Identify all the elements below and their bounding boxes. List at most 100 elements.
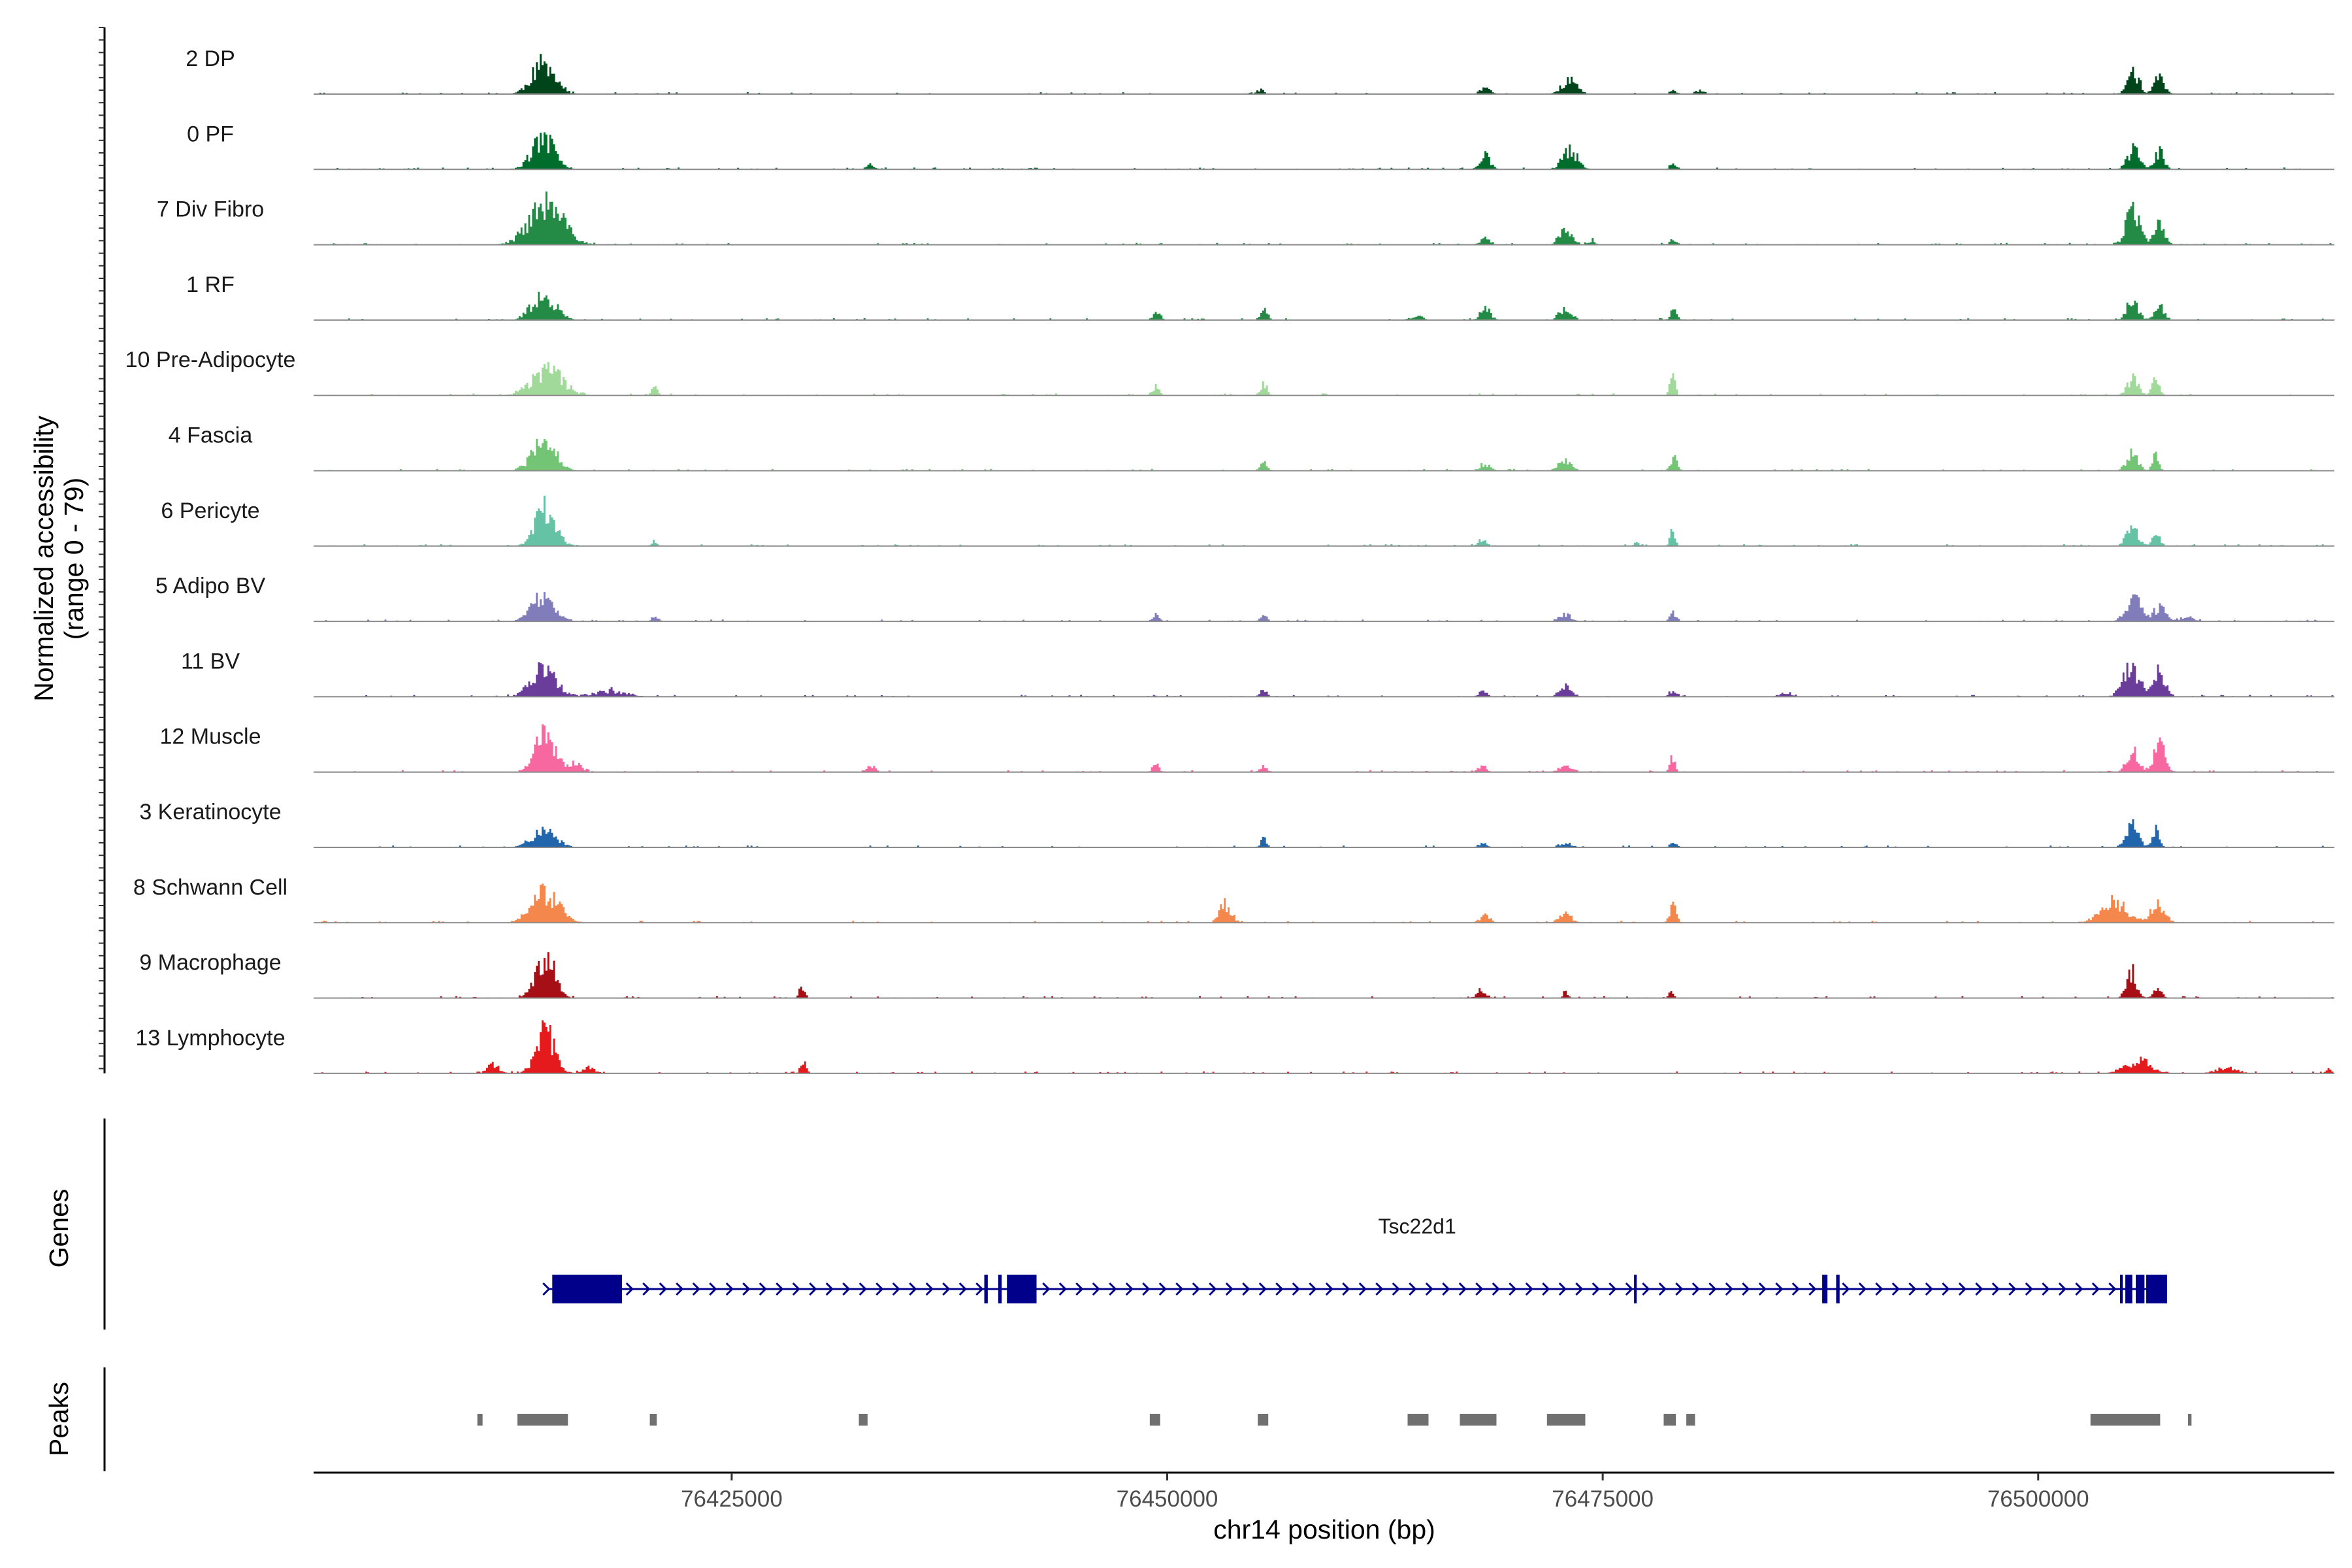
- strand-arrow: [1425, 1282, 1433, 1296]
- track-label: 3 Keratinocyte: [139, 800, 281, 825]
- strand-arrow: [942, 1282, 951, 1296]
- coverage-area: [314, 819, 2336, 847]
- strand-arrow: [1642, 1282, 1650, 1296]
- strand-arrow: [1258, 1282, 1267, 1296]
- x-axis: 76425000 76450000 76475000 76500000 chr14 p…: [314, 1471, 2334, 1544]
- strand-arrow: [1109, 1282, 1117, 1296]
- track-4-fascia: 4 Fascia: [169, 423, 2336, 472]
- strand-arrow: [2075, 1282, 2083, 1296]
- strand-arrow: [1658, 1282, 1667, 1296]
- strand-arrow: [925, 1282, 934, 1296]
- strand-arrow: [659, 1282, 667, 1296]
- strand-arrow: [1158, 1282, 1167, 1296]
- strand-arrow: [825, 1282, 834, 1296]
- track-2-dp: 2 DP: [186, 46, 2336, 95]
- strand-arrow: [1292, 1282, 1300, 1296]
- strand-arrow: [909, 1282, 917, 1296]
- strand-arrow: [1891, 1282, 1900, 1296]
- peak-region: [2188, 1414, 2192, 1426]
- strand-arrow: [2008, 1282, 2017, 1296]
- strand-arrow: [2108, 1282, 2117, 1296]
- track-3-keratinocyte: 3 Keratinocyte: [139, 800, 2336, 848]
- strand-arrow: [792, 1282, 800, 1296]
- strand-arrow: [2025, 1282, 2033, 1296]
- strand-arrow: [1708, 1282, 1717, 1296]
- strand-arrow: [1542, 1282, 1550, 1296]
- track-13-lymphocyte: 13 Lymphocyte: [135, 1020, 2336, 1074]
- x-tick-label: 76450000: [1117, 1486, 1218, 1512]
- gene-exon: [984, 1275, 988, 1303]
- coverage-area: [314, 54, 2336, 94]
- peak-region: [1407, 1414, 1429, 1426]
- strand-arrow: [1225, 1282, 1233, 1296]
- track-label: 7 Div Fibro: [157, 197, 264, 222]
- strand-arrow: [1925, 1282, 1933, 1296]
- strand-arrow: [1842, 1282, 1850, 1296]
- track-9-macrophage: 9 Macrophage: [139, 951, 2336, 999]
- gene-track: Tsc22d1: [542, 1215, 2168, 1303]
- strand-arrow: [1342, 1282, 1350, 1296]
- track-8-schwann-cell: 8 Schwann Cell: [133, 875, 2336, 924]
- strand-arrow: [858, 1282, 867, 1296]
- strand-arrow: [1958, 1282, 1967, 1296]
- strand-arrow: [875, 1282, 884, 1296]
- strand-arrow: [1475, 1282, 1484, 1296]
- strand-arrow: [1592, 1282, 1600, 1296]
- gene-exon: [1634, 1275, 1637, 1303]
- strand-arrow: [1275, 1282, 1284, 1296]
- strand-arrow: [958, 1282, 967, 1296]
- track-6-pericyte: 6 Pericyte: [161, 495, 2336, 547]
- track-label: 6 Pericyte: [161, 498, 259, 523]
- strand-arrow: [1492, 1282, 1500, 1296]
- coverage-area: [314, 291, 2336, 320]
- x-axis-title: chr14 position (bp): [1213, 1514, 1435, 1544]
- coverage-area: [314, 495, 2336, 546]
- peak-region: [649, 1414, 657, 1426]
- track-label: 12 Muscle: [160, 725, 261, 749]
- track-1-rf: 1 RF: [186, 272, 2336, 321]
- strand-arrow: [1092, 1282, 1100, 1296]
- track-10-pre-adipocyte: 10 Pre-Adipocyte: [125, 348, 2336, 397]
- track-label: 4 Fascia: [169, 423, 253, 448]
- strand-arrow: [1775, 1282, 1784, 1296]
- x-axis-ticks: 76425000 76450000 76475000 76500000: [681, 1473, 2089, 1512]
- strand-arrow: [1042, 1282, 1051, 1296]
- strand-arrow: [1691, 1282, 1700, 1296]
- coverage-area: [314, 592, 2336, 622]
- y-axis-title-line2: (range 0 - 79): [59, 478, 89, 640]
- peak-track: [477, 1414, 2192, 1426]
- genes-panel: Genes Tsc22d1: [44, 1119, 2168, 1330]
- coverage-area: [314, 952, 2336, 998]
- strand-arrow: [725, 1282, 734, 1296]
- gene-exon: [2120, 1275, 2123, 1303]
- strand-arrow: [1375, 1282, 1384, 1296]
- strand-arrow: [1142, 1282, 1151, 1296]
- peak-region: [517, 1414, 568, 1426]
- coverage-area: [314, 883, 2336, 923]
- peak-region: [2090, 1414, 2161, 1426]
- strand-arrow: [676, 1282, 684, 1296]
- coverage-area: [314, 724, 2336, 772]
- track-label: 13 Lymphocyte: [135, 1026, 285, 1051]
- strand-arrow: [2042, 1282, 2050, 1296]
- strand-arrow: [759, 1282, 767, 1296]
- strand-arrow: [1742, 1282, 1750, 1296]
- strand-arrow: [1991, 1282, 2000, 1296]
- strand-arrow: [1392, 1282, 1400, 1296]
- strand-arrow: [1075, 1282, 1084, 1296]
- strand-arrow: [1625, 1282, 1633, 1296]
- strand-arrow: [1791, 1282, 1800, 1296]
- coverage-area: [314, 132, 2336, 170]
- strand-arrow: [892, 1282, 900, 1296]
- strand-arrow: [1458, 1282, 1467, 1296]
- peak-region: [477, 1414, 483, 1426]
- strand-arrow: [1058, 1282, 1067, 1296]
- peaks-panel-title: Peaks: [44, 1382, 74, 1456]
- strand-arrow: [692, 1282, 700, 1296]
- strand-arrow: [1875, 1282, 1884, 1296]
- track-0-pf: 0 PF: [187, 122, 2336, 171]
- track-12-muscle: 12 Muscle: [160, 724, 2336, 773]
- track-label: 2 DP: [186, 46, 235, 71]
